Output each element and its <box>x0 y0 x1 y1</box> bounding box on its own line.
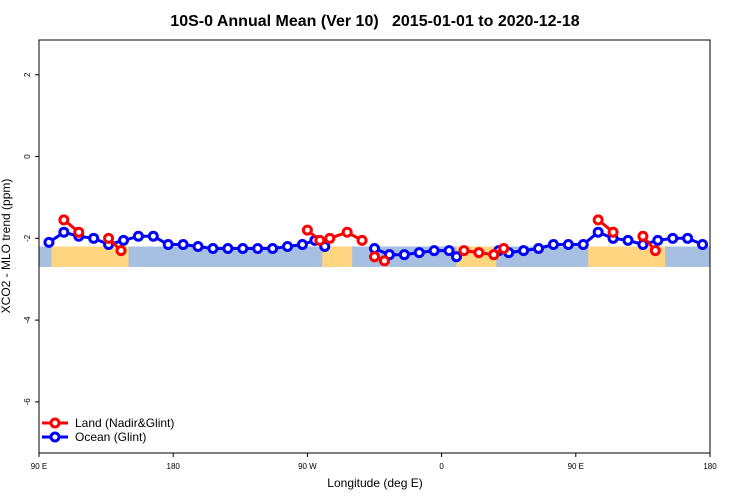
legend-ocean-label: Ocean (Glint) <box>75 430 146 444</box>
y-tick-label: -4 <box>23 316 32 324</box>
series-land <box>58 214 661 267</box>
series-land-point <box>58 214 70 226</box>
series-land-point <box>488 249 500 261</box>
legend-entry-ocean: Ocean (Glint) <box>42 430 146 444</box>
chart-title: 10S-0 Annual Mean (Ver 10) 2015-01-01 to… <box>170 13 579 30</box>
land-patch-3 <box>588 246 666 267</box>
series-ocean-point <box>667 232 679 244</box>
series-ocean-point <box>132 230 144 242</box>
series-land-point <box>498 243 510 255</box>
series-ocean-point <box>177 238 189 250</box>
legend-entry-land: Land (Nadir&Glint) <box>42 416 174 430</box>
x-tick-label: 90 E <box>31 462 47 471</box>
series-ocean-point <box>43 236 55 248</box>
legend-land-marker <box>49 417 61 429</box>
legend: Land (Nadir&Glint) Ocean (Glint) <box>42 416 174 444</box>
land-patch-1 <box>322 246 353 267</box>
series-land-point <box>341 226 353 238</box>
series-land-point <box>301 224 313 236</box>
series-ocean-point <box>697 238 709 250</box>
x-axis-label: Longitude (deg E) <box>327 476 422 490</box>
x-tick-label: 180 <box>703 462 717 471</box>
series-ocean-point <box>443 245 455 257</box>
y-tick-label: -2 <box>23 234 32 242</box>
series-land-point <box>115 245 127 257</box>
series-ocean-point <box>451 251 463 263</box>
series-land-point <box>607 226 619 238</box>
series-ocean-point <box>296 238 308 250</box>
series-ocean-point <box>192 241 204 252</box>
x-tick-label: 0 <box>439 462 444 471</box>
series-land-point <box>637 230 649 242</box>
series-ocean-point <box>652 234 664 246</box>
series-ocean-point <box>577 238 589 250</box>
y-tick-label: 2 <box>23 72 32 77</box>
plot-frame <box>38 39 711 454</box>
series-land-point <box>314 234 326 246</box>
legend-land-label: Land (Nadir&Glint) <box>75 416 174 430</box>
series-layer <box>43 214 709 267</box>
series-ocean-point <box>147 230 159 242</box>
series-ocean-point <box>398 249 410 261</box>
series-land-point <box>369 251 380 263</box>
series-land-point <box>592 214 604 226</box>
series-ocean-point <box>413 247 425 259</box>
series-land-point <box>649 245 661 257</box>
y-tick-label: 0 <box>23 154 32 159</box>
series-ocean-point <box>58 226 70 238</box>
x-axis: 90 E 180 90 W 0 90 E 180 <box>31 453 717 471</box>
series-land-point <box>103 232 115 244</box>
series-ocean-point <box>682 232 694 244</box>
series-ocean-point <box>267 243 279 255</box>
series-ocean-point <box>547 238 559 250</box>
series-ocean <box>43 226 709 263</box>
series-ocean-point <box>518 245 530 257</box>
series-ocean-point <box>622 234 634 246</box>
y-tick-label: -6 <box>23 398 32 406</box>
series-ocean-point <box>252 243 264 255</box>
legend-ocean-marker <box>49 431 61 443</box>
series-ocean-point <box>222 243 234 255</box>
series-land-point <box>473 247 485 259</box>
series-land-point <box>324 232 336 244</box>
series-ocean-point <box>533 243 545 255</box>
series-land-line-4 <box>463 247 505 257</box>
series-ocean-point <box>162 238 174 250</box>
y-axis: -6 -4 -2 0 2 <box>23 72 39 405</box>
x-tick-label: 90 E <box>568 462 584 471</box>
series-ocean-point <box>562 238 574 250</box>
series-land-point <box>458 245 470 257</box>
series-land-point <box>73 226 85 238</box>
y-axis-label: XCO2 - MLO trend (ppm) <box>0 179 13 314</box>
series-ocean-point <box>237 243 249 255</box>
series-ocean-point <box>592 226 604 238</box>
series-ocean-point <box>282 241 294 252</box>
land-patch-0 <box>51 246 129 267</box>
series-ocean-point <box>117 234 129 246</box>
x-tick-label: 90 W <box>298 462 317 471</box>
x-tick-label: 180 <box>167 462 181 471</box>
series-land-point <box>356 234 368 246</box>
series-land-point <box>378 255 390 267</box>
series-ocean-point <box>88 232 100 244</box>
series-ocean-point <box>207 243 219 255</box>
series-ocean-point <box>428 245 440 257</box>
